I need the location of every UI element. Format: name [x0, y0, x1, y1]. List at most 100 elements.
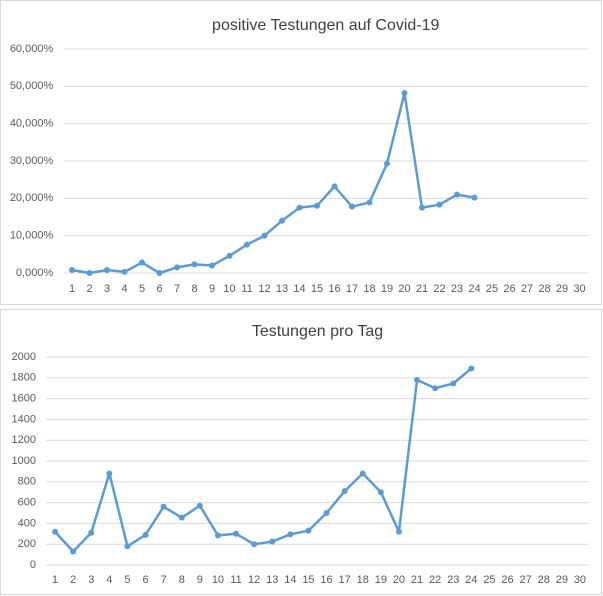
y-tick-label: 50,000% — [10, 80, 54, 92]
x-tick-label: 16 — [320, 574, 332, 586]
y-tick-label: 800 — [18, 476, 36, 488]
x-tick-label: 8 — [179, 574, 185, 586]
x-tick-label: 22 — [433, 283, 445, 295]
data-point — [414, 376, 421, 383]
x-tick-label: 15 — [302, 574, 314, 586]
data-point — [142, 531, 149, 538]
x-tick-label: 13 — [276, 283, 288, 295]
x-tick-label: 8 — [191, 283, 197, 295]
x-tick-label: 15 — [311, 283, 323, 295]
y-tick-label: 40,000% — [10, 118, 54, 130]
data-line — [71, 91, 475, 275]
data-point — [432, 385, 439, 392]
y-tick-label: 20,000% — [10, 192, 54, 204]
chart-frame — [0, 309, 602, 595]
y-tick-label: 200 — [18, 538, 36, 550]
data-point — [160, 503, 167, 510]
x-tick-label: 23 — [451, 283, 463, 295]
data-point — [70, 548, 77, 555]
data-point — [384, 160, 390, 167]
data-point — [104, 267, 110, 274]
data-point — [349, 203, 355, 210]
x-tick-label: 10 — [223, 283, 235, 295]
chart-frame — [0, 0, 602, 305]
x-tick-label: 29 — [556, 283, 568, 295]
data-point — [233, 530, 240, 537]
y-tick-label: 1400 — [12, 413, 36, 425]
x-tick-label: 6 — [156, 283, 162, 295]
x-tick-label: 12 — [248, 574, 260, 586]
chart-title: Testungen pro Tag — [252, 323, 383, 340]
x-tick-label: 18 — [357, 574, 369, 586]
x-tick-label: 14 — [293, 283, 305, 295]
x-tick-label: 21 — [416, 283, 428, 295]
data-point — [279, 217, 285, 224]
x-tick-label: 19 — [375, 574, 387, 586]
data-point — [88, 529, 95, 536]
x-tick-label: 24 — [468, 283, 480, 295]
y-tick-label: 30,000% — [10, 155, 54, 167]
chart-title: positive Testungen auf Covid-19 — [212, 17, 440, 34]
data-point — [341, 488, 348, 495]
x-tick-label: 2 — [70, 574, 76, 586]
x-tick-label: 21 — [411, 574, 423, 586]
data-point — [468, 365, 475, 372]
x-tick-label: 3 — [104, 283, 110, 295]
y-tick-label: 0,000% — [16, 267, 54, 279]
x-tick-label: 7 — [174, 283, 180, 295]
x-tick-label: 13 — [266, 574, 278, 586]
y-tick-label: 600 — [18, 497, 36, 509]
data-point — [106, 470, 113, 477]
x-tick-label: 17 — [346, 283, 358, 295]
data-point — [69, 267, 75, 274]
data-point — [366, 199, 373, 206]
data-point — [296, 204, 303, 211]
x-tick-label: 19 — [381, 283, 393, 295]
x-tick-label: 1 — [69, 283, 75, 295]
x-tick-label: 25 — [483, 574, 495, 586]
x-tick-label: 28 — [538, 283, 550, 295]
x-tick-label: 26 — [503, 283, 515, 295]
x-tick-label: 27 — [521, 283, 533, 295]
data-point — [471, 194, 478, 201]
y-tick-label: 1000 — [12, 455, 36, 467]
x-tick-label: 24 — [465, 574, 477, 586]
x-tick-label: 20 — [393, 574, 405, 586]
y-tick-label: 60,000% — [10, 43, 54, 55]
data-point — [52, 528, 59, 535]
x-tick-label: 26 — [501, 574, 513, 586]
x-tick-label: 1 — [52, 574, 58, 586]
data-point — [156, 270, 163, 276]
x-tick-label: 22 — [429, 574, 441, 586]
x-tick-label: 16 — [328, 283, 340, 295]
x-tick-label: 5 — [139, 283, 145, 295]
x-tick-label: 9 — [209, 283, 215, 295]
x-tick-label: 5 — [124, 574, 130, 586]
y-tick-label: 400 — [18, 517, 36, 529]
data-line — [54, 367, 473, 553]
x-tick-label: 2 — [86, 283, 92, 295]
x-tick-label: 7 — [161, 574, 167, 586]
data-point — [124, 543, 131, 550]
x-tick-label: 4 — [121, 283, 127, 295]
x-tick-label: 23 — [447, 574, 459, 586]
data-point — [244, 241, 250, 248]
data-point — [436, 201, 443, 208]
x-tick-label: 25 — [486, 283, 498, 295]
x-tick-label: 14 — [284, 574, 296, 586]
data-point — [377, 489, 384, 496]
data-point — [174, 264, 180, 271]
x-tick-label: 9 — [197, 574, 203, 586]
data-point — [139, 259, 145, 266]
data-point — [331, 183, 338, 190]
x-tick-label: 30 — [574, 574, 586, 586]
data-point — [196, 502, 203, 509]
data-point — [401, 90, 408, 97]
data-point — [305, 527, 312, 534]
x-tick-label: 11 — [241, 283, 252, 295]
x-tick-label: 27 — [520, 574, 532, 586]
y-tick-label: 1800 — [12, 372, 36, 384]
data-point — [226, 252, 233, 259]
data-point — [209, 262, 215, 269]
